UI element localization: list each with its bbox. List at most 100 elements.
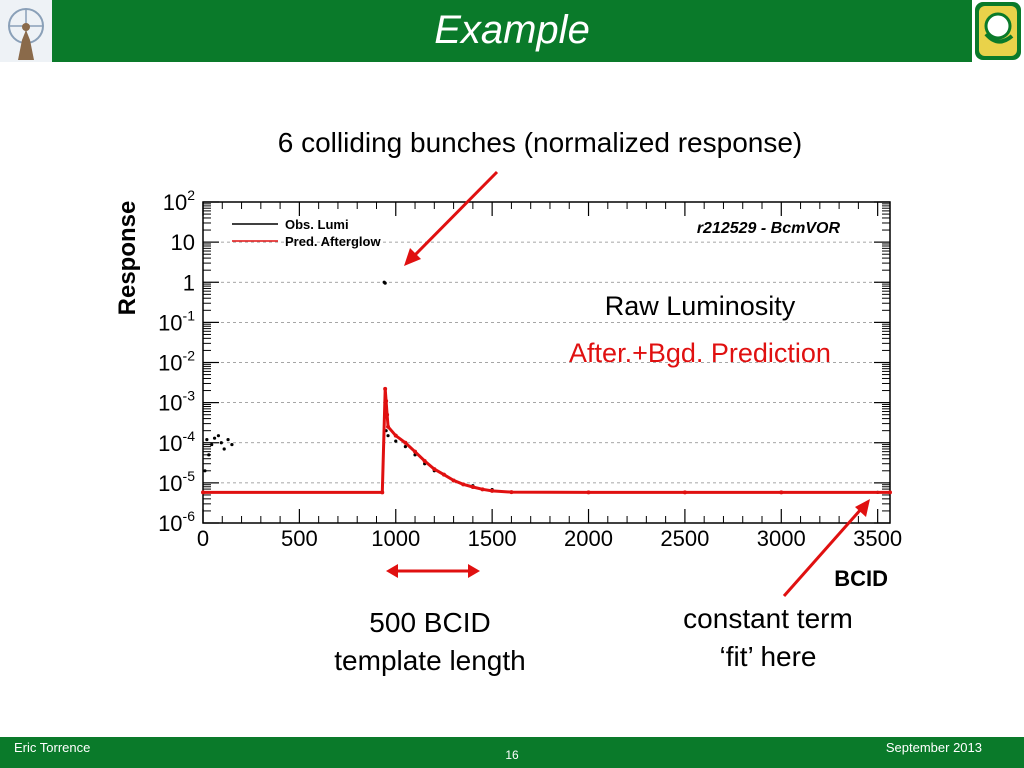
chart-annotation: r212529 - BcmVOR: [697, 220, 841, 237]
data-point-obs-lumi: [394, 439, 398, 443]
arrow-to-constant: [782, 507, 864, 597]
y-tick-label: 1: [183, 270, 195, 295]
arrow-to-peak: [410, 170, 499, 260]
raw-luminosity-label: Raw Luminosity: [605, 291, 796, 321]
y-tick-base: 1: [183, 270, 195, 295]
y-tick-label: 10-2: [158, 348, 195, 376]
data-point-pred-afterglow: [480, 487, 485, 492]
slide-title: Example: [434, 8, 590, 52]
constant-term-caption: constant term ‘fit’ here: [640, 600, 896, 676]
data-point-pred-afterglow: [470, 484, 475, 489]
x-tick-label: 2500: [660, 526, 709, 551]
y-tick-base: 10: [158, 391, 182, 416]
data-point-obs-lumi: [203, 469, 207, 473]
data-point-pred-afterglow: [384, 398, 389, 403]
data-point-pred-afterglow: [380, 490, 385, 495]
data-point-pred-afterglow: [432, 467, 437, 472]
data-point-pred-afterglow: [403, 440, 408, 445]
data-point-pred-afterglow: [586, 490, 591, 495]
x-tick-label: 3000: [757, 526, 806, 551]
data-point-pred-afterglow: [490, 488, 495, 493]
x-tick-label: 1000: [371, 526, 420, 551]
data-point-pred-afterglow: [509, 490, 514, 495]
template-arrow-right-head: [468, 564, 480, 578]
y-tick-base: 10: [171, 230, 195, 255]
chart-background: [62, 182, 932, 586]
data-point-obs-lumi: [383, 281, 387, 285]
footer-date: September 2013: [885, 740, 982, 755]
x-tick-label: 2000: [564, 526, 613, 551]
template-arrow-left-head: [386, 564, 398, 578]
chart-subtitle: 6 colliding bunches (normalized response…: [277, 127, 803, 158]
y-tick-label: 102: [163, 187, 195, 215]
duck-logo-icon: [975, 2, 1021, 60]
y-tick-base: 10: [158, 431, 182, 456]
data-point-pred-afterglow: [413, 449, 418, 454]
template-caption-line2: template length: [334, 645, 526, 676]
y-tick-base: 10: [163, 190, 187, 215]
x-tick-label: 500: [281, 526, 318, 551]
footer-bar: Eric Torrence 16 September 2013: [0, 737, 1024, 768]
constant-caption-line2: ‘fit’ here: [719, 641, 817, 672]
y-axis-label: Response: [114, 201, 141, 316]
data-point-pred-afterglow: [441, 472, 446, 477]
duck-logo: [972, 0, 1024, 62]
legend-label-pred: Pred. Afterglow: [285, 234, 381, 249]
legend-label-obs: Obs. Lumi: [285, 217, 349, 232]
y-tick-exponent: -1: [183, 307, 196, 323]
data-point-obs-lumi: [212, 436, 217, 440]
data-point-pred-afterglow: [393, 433, 398, 438]
y-tick-exponent: -6: [183, 508, 196, 524]
legend: Obs. Lumi Pred. Afterglow: [232, 217, 381, 249]
data-point-obs-lumi: [205, 437, 209, 442]
y-tick-exponent: -5: [183, 468, 196, 484]
y-tick-label: 10-5: [158, 468, 195, 496]
data-point-obs-lumi: [219, 441, 223, 445]
y-tick-exponent: 2: [187, 187, 195, 203]
data-point-pred-afterglow: [888, 490, 892, 495]
y-tick-base: 10: [158, 511, 182, 536]
series-line-pred-afterglow: [203, 388, 890, 494]
page-number: 16: [505, 748, 519, 762]
x-axis-label: BCID: [834, 566, 888, 591]
data-point-obs-lumi: [403, 445, 407, 449]
constant-caption-line1: constant term: [683, 603, 853, 634]
arrow-to-peak-head: [404, 248, 421, 266]
x-tick-label: 3500: [853, 526, 902, 551]
atlas-logo: [0, 0, 52, 62]
y-tick-label: 10-1: [158, 307, 195, 335]
data-point-pred-afterglow: [201, 490, 205, 495]
y-tick-exponent: -4: [183, 428, 196, 444]
template-length-caption: 500 BCID template length: [300, 604, 560, 680]
prediction-label: After.+Bgd. Prediction: [569, 338, 831, 368]
data-point-pred-afterglow: [422, 459, 427, 464]
x-tick-label: 0: [197, 526, 209, 551]
data-point-obs-lumi: [216, 434, 221, 438]
data-point-obs-lumi: [222, 447, 226, 451]
data-point-pred-afterglow: [779, 490, 784, 495]
annotation-arrows: [386, 170, 870, 597]
data-point-obs-lumi: [207, 453, 211, 457]
y-tick-exponent: -3: [183, 388, 196, 404]
title-bar: Example: [0, 0, 1024, 62]
series-layer: [201, 280, 892, 495]
y-tick-label: 10-6: [158, 508, 195, 536]
data-point-pred-afterglow: [682, 490, 687, 495]
data-point-pred-afterglow: [461, 482, 466, 487]
data-point-pred-afterglow: [385, 412, 390, 417]
y-tick-base: 10: [158, 351, 182, 376]
x-tick-label: 1500: [468, 526, 517, 551]
arrow-to-constant-head: [855, 499, 870, 517]
data-point-obs-lumi: [226, 437, 230, 442]
x-tick-labels: 0 500 1000 1500 2000 2500 3000 3500: [197, 526, 902, 551]
data-point-obs-lumi: [230, 442, 234, 447]
y-tick-label: 10-3: [158, 388, 195, 416]
data-point-pred-afterglow: [386, 424, 391, 429]
y-tick-base: 10: [158, 310, 182, 335]
y-tick-exponent: -2: [183, 348, 196, 364]
data-point-obs-lumi: [210, 442, 214, 447]
atlas-logo-icon: [8, 8, 44, 60]
template-caption-line1: 500 BCID: [369, 607, 491, 638]
